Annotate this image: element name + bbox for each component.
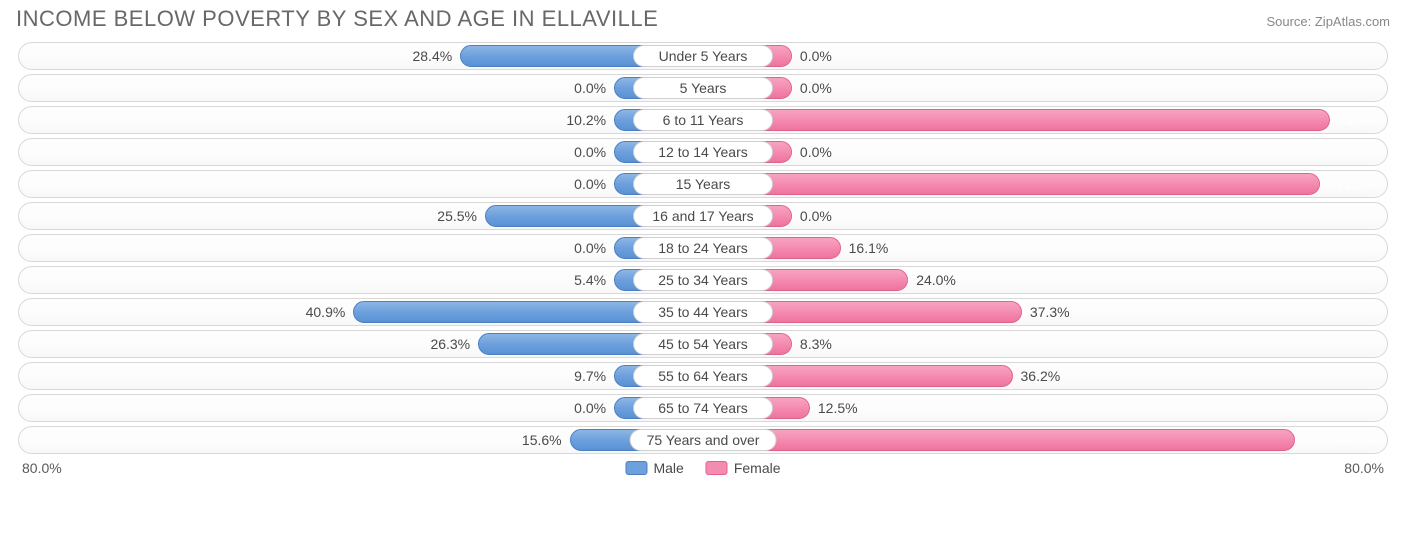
male-swatch-icon <box>625 461 647 475</box>
chart-source: Source: ZipAtlas.com <box>1266 14 1390 29</box>
male-value-label: 0.0% <box>574 171 606 197</box>
male-value-label: 25.5% <box>437 203 477 229</box>
legend-female-label: Female <box>734 460 781 476</box>
age-group-pill: 15 Years <box>633 173 773 195</box>
chart-row: 10.2% 73.3% 6 to 11 Years <box>18 106 1388 134</box>
male-value-label: 26.3% <box>430 331 470 357</box>
male-value-label: 0.0% <box>574 139 606 165</box>
chart-row: 28.4% 0.0% Under 5 Years <box>18 42 1388 70</box>
chart-rows: 28.4% 0.0% Under 5 Years 0.0% 0.0% 5 Years 10.… <box>18 42 1388 454</box>
female-value-label: 8.3% <box>800 331 832 357</box>
female-value-label: 0.0% <box>800 43 832 69</box>
age-group-pill: 12 to 14 Years <box>633 141 773 163</box>
age-group-pill: 18 to 24 Years <box>633 237 773 259</box>
female-value-label: 69.2% <box>1337 427 1377 453</box>
male-value-label: 0.0% <box>574 235 606 261</box>
age-group-pill: 6 to 11 Years <box>633 109 773 131</box>
female-value-label: 73.3% <box>1337 107 1377 133</box>
chart-row: 5.4% 24.0% 25 to 34 Years <box>18 266 1388 294</box>
legend: Male Female <box>625 460 780 476</box>
female-value-label: 0.0% <box>800 75 832 101</box>
age-group-pill: 16 and 17 Years <box>633 205 773 227</box>
male-value-label: 0.0% <box>574 395 606 421</box>
female-value-label: 24.0% <box>916 267 956 293</box>
male-value-label: 0.0% <box>574 75 606 101</box>
legend-male-label: Male <box>653 460 683 476</box>
female-value-label: 36.2% <box>1021 363 1061 389</box>
female-bar <box>703 173 1320 195</box>
female-bar <box>703 429 1295 451</box>
male-value-label: 15.6% <box>522 427 562 453</box>
age-group-pill: 55 to 64 Years <box>633 365 773 387</box>
age-group-pill: 25 to 34 Years <box>633 269 773 291</box>
age-group-pill: 45 to 54 Years <box>633 333 773 355</box>
chart-header: INCOME BELOW POVERTY BY SEX AND AGE IN E… <box>12 6 1394 32</box>
chart-row: 40.9% 37.3% 35 to 44 Years <box>18 298 1388 326</box>
chart-row: 0.0% 16.1% 18 to 24 Years <box>18 234 1388 262</box>
axis-row: 80.0% Male Female 80.0% <box>22 460 1384 476</box>
female-bar <box>703 109 1330 131</box>
chart-row: 9.7% 36.2% 55 to 64 Years <box>18 362 1388 390</box>
age-group-pill: 5 Years <box>633 77 773 99</box>
female-value-label: 37.3% <box>1030 299 1070 325</box>
chart-row: 0.0% 0.0% 12 to 14 Years <box>18 138 1388 166</box>
male-value-label: 5.4% <box>574 267 606 293</box>
chart-row: 0.0% 72.2% 15 Years <box>18 170 1388 198</box>
age-group-pill: 75 Years and over <box>630 429 777 451</box>
male-value-label: 9.7% <box>574 363 606 389</box>
male-value-label: 40.9% <box>306 299 346 325</box>
male-value-label: 28.4% <box>412 43 452 69</box>
chart-row: 25.5% 0.0% 16 and 17 Years <box>18 202 1388 230</box>
legend-item-male: Male <box>625 460 683 476</box>
chart-title: INCOME BELOW POVERTY BY SEX AND AGE IN E… <box>16 6 658 32</box>
female-value-label: 0.0% <box>800 139 832 165</box>
chart-row: 0.0% 0.0% 5 Years <box>18 74 1388 102</box>
chart-row: 15.6% 69.2% 75 Years and over <box>18 426 1388 454</box>
male-value-label: 10.2% <box>566 107 606 133</box>
age-group-pill: Under 5 Years <box>633 45 773 67</box>
female-value-label: 72.2% <box>1337 171 1377 197</box>
female-value-label: 12.5% <box>818 395 858 421</box>
age-group-pill: 65 to 74 Years <box>633 397 773 419</box>
chart-row: 26.3% 8.3% 45 to 54 Years <box>18 330 1388 358</box>
legend-item-female: Female <box>706 460 781 476</box>
chart-row: 0.0% 12.5% 65 to 74 Years <box>18 394 1388 422</box>
female-value-label: 16.1% <box>849 235 889 261</box>
axis-right-label: 80.0% <box>1344 460 1384 476</box>
age-group-pill: 35 to 44 Years <box>633 301 773 323</box>
female-swatch-icon <box>706 461 728 475</box>
female-value-label: 0.0% <box>800 203 832 229</box>
poverty-by-sex-age-chart: INCOME BELOW POVERTY BY SEX AND AGE IN E… <box>0 0 1406 559</box>
axis-left-label: 80.0% <box>22 460 62 476</box>
